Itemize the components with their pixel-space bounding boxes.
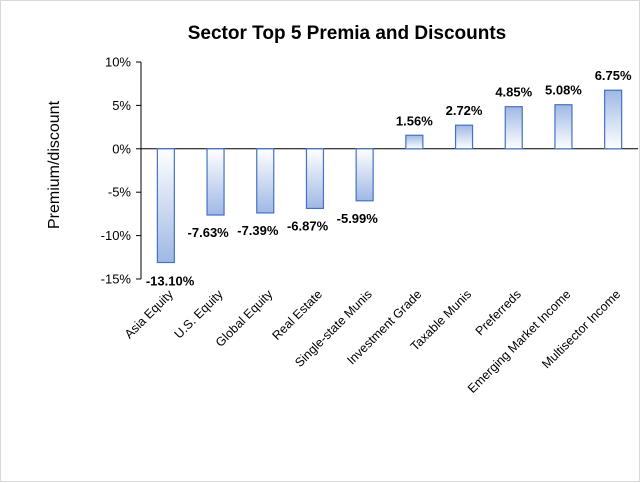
bar (604, 89, 623, 150)
data-label: 6.75% (595, 68, 632, 83)
y-tick-label: -5% (108, 185, 132, 200)
bar (454, 124, 474, 150)
bar (305, 148, 325, 210)
y-tick-label: 0% (112, 141, 131, 156)
y-tick-label: -10% (101, 228, 132, 243)
data-label: 4.85% (495, 85, 532, 100)
data-label: -13.10% (146, 274, 195, 289)
data-label: -7.39% (237, 223, 279, 238)
data-labels: -13.10% -7.63% -7.39% -6.87% -5.99% 1.56% 2.72… (146, 68, 632, 288)
bar (405, 134, 424, 150)
chart-title: Sector Top 5 Premia and Discounts (188, 23, 507, 44)
x-tick-label: U.S. Equity (172, 287, 227, 342)
data-label: -6.87% (287, 218, 329, 233)
x-tick-label: Asia Equity (122, 287, 177, 342)
data-label: 5.08% (545, 83, 582, 98)
y-tick-label: 5% (112, 98, 131, 113)
y-tick-label: 10% (105, 55, 131, 70)
data-label: 2.72% (446, 103, 483, 118)
y-axis-label: Premium/discount (46, 100, 63, 229)
bar (554, 104, 573, 150)
x-tick-label: Preferreds (473, 287, 524, 338)
bar (156, 148, 175, 264)
data-label: 1.56% (396, 113, 433, 128)
data-label: -7.63% (188, 225, 230, 240)
x-tick-label: Emerging Market Income (465, 287, 574, 396)
y-tick-label: -15% (101, 272, 132, 287)
data-label: -5.99% (337, 211, 379, 226)
bar (206, 148, 225, 216)
bar (504, 106, 523, 150)
bars (156, 89, 623, 264)
bar (355, 148, 374, 202)
bar (256, 148, 275, 214)
